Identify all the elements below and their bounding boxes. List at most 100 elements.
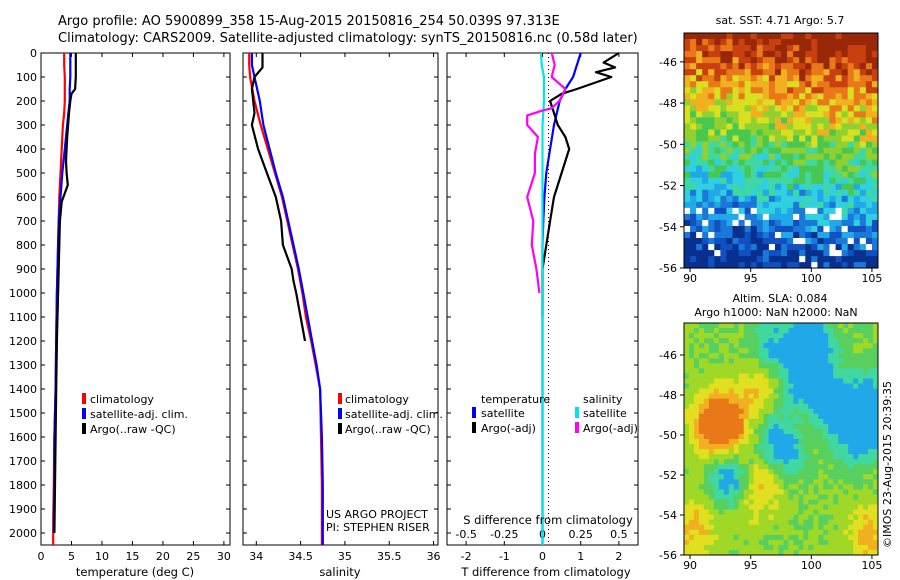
sst-cell <box>841 111 849 118</box>
sla-cell <box>763 529 769 536</box>
sst-cell <box>744 177 752 185</box>
sst-cell <box>859 201 867 209</box>
sla-cell <box>838 479 844 485</box>
sla-cell <box>838 398 844 405</box>
sst-cell <box>732 231 739 239</box>
sla-cell <box>773 378 779 384</box>
sla-cell <box>873 328 879 334</box>
sla-cell <box>728 449 735 455</box>
sla-cell <box>843 353 849 359</box>
sla-cell <box>693 504 700 511</box>
sla-cell <box>873 489 879 495</box>
sst-cell <box>823 262 830 269</box>
sla-cell <box>868 358 874 364</box>
sst-cell <box>702 250 709 257</box>
sla-cell <box>773 428 779 435</box>
sla-cell <box>703 479 710 485</box>
sst-cell <box>811 57 818 64</box>
pi-credit: PI: STEPHEN RISER <box>326 521 430 534</box>
sst-cell <box>702 123 709 130</box>
sla-cell <box>768 509 774 516</box>
sla-cell <box>698 333 705 339</box>
sst-cell <box>708 231 715 239</box>
sst-cell <box>732 165 739 173</box>
sla-cell <box>863 494 869 500</box>
sla-cell <box>793 328 799 334</box>
sla-cell <box>748 408 755 415</box>
sla-cell <box>873 544 879 551</box>
sst-cell <box>781 63 788 70</box>
sla-cell <box>873 363 879 369</box>
sla-cell <box>713 549 720 556</box>
sst-cell <box>847 75 855 82</box>
sla-cell <box>783 393 789 400</box>
sla-cell <box>838 549 844 556</box>
sst-cell <box>732 33 739 40</box>
map-y-tick-label: -56 <box>659 549 677 562</box>
sst-cell <box>714 201 721 209</box>
sla-cell <box>778 328 784 334</box>
sst-cell <box>774 201 782 209</box>
sst-cell <box>714 75 721 82</box>
sla-cell <box>738 489 745 495</box>
sla-cell <box>773 544 779 551</box>
sla-cell <box>753 413 760 420</box>
sla-cell <box>743 433 750 440</box>
sst-cell <box>835 45 843 52</box>
sst-cell <box>702 225 709 233</box>
sla-cell <box>788 328 794 334</box>
sla-cell <box>768 519 774 526</box>
sla-cell <box>813 509 819 516</box>
sla-cell <box>858 444 864 450</box>
sst-cell <box>811 51 818 58</box>
sst-cell <box>847 57 855 64</box>
sla-cell <box>778 529 784 536</box>
sla-cell <box>828 479 834 485</box>
sla-cell <box>693 408 700 415</box>
sla-cell <box>848 423 854 430</box>
sst-cell <box>829 117 836 124</box>
sla-cell <box>723 433 730 440</box>
sla-cell <box>713 383 720 389</box>
sst-cell <box>732 111 739 118</box>
sla-cell <box>738 529 745 536</box>
sst-cell <box>702 262 709 269</box>
sla-cell <box>723 474 730 480</box>
sst-cell <box>817 93 824 100</box>
sst-cell <box>811 262 818 269</box>
sla-cell <box>843 464 849 470</box>
sst-cell <box>726 99 733 106</box>
sla-cell <box>758 519 764 526</box>
sla-cell <box>798 388 804 395</box>
sst-cell <box>720 135 727 142</box>
sla-cell <box>703 388 710 395</box>
sla-cell <box>738 388 745 395</box>
sla-cell <box>693 549 700 556</box>
sst-cell <box>823 87 830 94</box>
sla-cell <box>684 423 690 430</box>
legend-label: satellite-adj. clim. <box>90 408 188 421</box>
sla-cell <box>763 413 769 420</box>
sst-cell <box>690 238 697 245</box>
sla-cell <box>738 499 745 505</box>
sla-cell <box>693 484 700 490</box>
sla-cell <box>823 348 829 354</box>
sst-cell <box>817 69 824 76</box>
sst-cell <box>696 147 703 154</box>
sla-cell <box>803 433 809 440</box>
sla-cell <box>763 403 769 410</box>
sst-cell <box>756 93 764 100</box>
sst-cell <box>684 213 691 221</box>
sla-cell <box>743 418 750 425</box>
sla-cell <box>728 378 735 384</box>
sla-cell <box>758 439 764 445</box>
sst-cell <box>847 81 855 88</box>
sst-cell <box>732 225 739 233</box>
sla-cell <box>768 373 774 379</box>
sla-cell <box>733 499 740 505</box>
sla-cell <box>703 403 710 410</box>
sla-cell <box>713 403 720 410</box>
sla-cell <box>684 428 690 435</box>
sst-cell <box>859 153 867 161</box>
sst-cell <box>781 159 788 167</box>
